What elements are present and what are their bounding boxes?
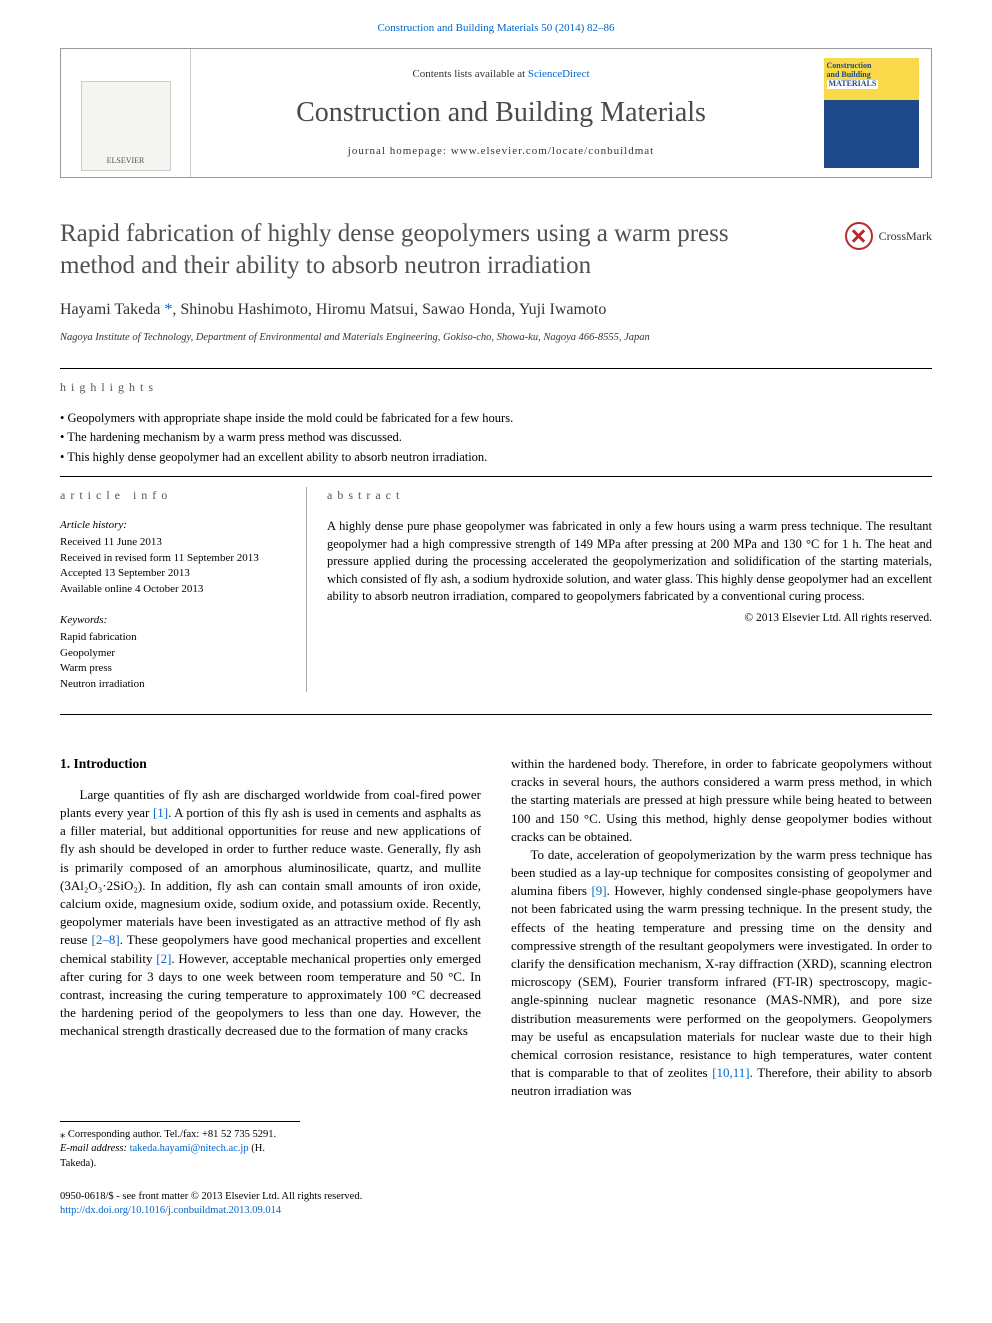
email-link[interactable]: takeda.hayami@nitech.ac.jp [130,1143,249,1154]
email-label: E-mail address: [60,1143,130,1154]
journal-cover: Construction and Building MATERIALS [824,58,919,168]
abstract-text: A highly dense pure phase geopolymer was… [327,518,932,606]
masthead-center: Contents lists available at ScienceDirec… [191,49,811,177]
intro-paragraph: within the hardened body. Therefore, in … [511,755,932,846]
body-column-left: 1. Introduction Large quantities of fly … [60,755,481,1101]
crossmark-badge[interactable]: CrossMark [845,222,932,250]
abstract-heading: abstract [327,487,932,504]
info-abstract-row: article info Article history: Received 1… [60,476,932,692]
highlight-item: This highly dense geopolymer had an exce… [60,449,932,467]
journal-cover-box: Construction and Building MATERIALS [811,49,931,177]
doi-link[interactable]: http://dx.doi.org/10.1016/j.conbuildmat.… [60,1205,281,1216]
article-info-column: article info Article history: Received 1… [60,487,270,692]
ref-link-10-11[interactable]: [10,11] [712,1065,749,1080]
history-heading: Article history: [60,518,270,533]
corresponding-note: ⁎ Corresponding author. Tel./fax: +81 52… [60,1128,300,1143]
abstract-copyright: © 2013 Elsevier Ltd. All rights reserved… [327,610,932,626]
journal-title: Construction and Building Materials [296,93,706,132]
highlight-item: Geopolymers with appropriate shape insid… [60,410,932,428]
author-corresponding: Hayami Takeda [60,301,160,318]
history-line: Received 11 June 2013 [60,535,270,550]
keyword: Rapid fabrication [60,630,270,645]
footnotes: ⁎ Corresponding author. Tel./fax: +81 52… [60,1121,300,1172]
cover-line2: and Building [827,70,871,79]
body-two-columns: 1. Introduction Large quantities of fly … [60,755,932,1101]
highlights-list: Geopolymers with appropriate shape insid… [60,410,932,467]
journal-masthead: ELSEVIER Contents lists available at Sci… [60,48,932,178]
text-run: . However, highly condensed single-phase… [511,883,932,1080]
article-info-heading: article info [60,487,270,504]
cover-line3: MATERIALS [827,80,879,89]
intro-paragraph: Large quantities of fly ash are discharg… [60,786,481,1041]
history-line: Available online 4 October 2013 [60,582,270,597]
rule-1 [60,368,932,369]
history-line: Accepted 13 September 2013 [60,566,270,581]
rule-2 [60,714,932,715]
ref-link-2-8[interactable]: [2–8] [92,932,120,947]
footer-copyright: 0950-0618/$ - see front matter © 2013 El… [60,1190,932,1205]
sciencedirect-link[interactable]: ScienceDirect [528,68,590,80]
body-column-right: within the hardened body. Therefore, in … [511,755,932,1101]
abstract-column: abstract A highly dense pure phase geopo… [306,487,932,692]
crossmark-icon [845,222,873,250]
publisher-logo-box: ELSEVIER [61,49,191,177]
journal-homepage: journal homepage: www.elsevier.com/locat… [348,144,654,159]
authors-line: Hayami Takeda *, Shinobu Hashimoto, Hiro… [60,299,932,321]
highlights-heading: highlights [60,379,932,396]
affiliation: Nagoya Institute of Technology, Departme… [60,331,932,346]
citation-link[interactable]: Construction and Building Materials 50 (… [377,22,614,34]
keywords-heading: Keywords: [60,613,270,628]
page-footer: 0950-0618/$ - see front matter © 2013 El… [60,1190,932,1219]
keyword: Geopolymer [60,646,270,661]
authors-rest: , Shinobu Hashimoto, Hiromu Matsui, Sawa… [172,301,606,318]
contents-prefix: Contents lists available at [412,68,527,80]
intro-paragraph: To date, acceleration of geopolymerizati… [511,846,932,1101]
crossmark-label: CrossMark [879,228,932,245]
highlight-item: The hardening mechanism by a warm press … [60,429,932,447]
elsevier-logo: ELSEVIER [81,81,171,171]
keyword: Warm press [60,661,270,676]
history-line: Received in revised form 11 September 20… [60,551,270,566]
cover-line1: Construction [827,61,872,70]
keyword: Neutron irradiation [60,677,270,692]
citation-header: Construction and Building Materials 50 (… [0,0,992,48]
contents-line: Contents lists available at ScienceDirec… [412,67,589,82]
intro-heading: 1. Introduction [60,755,481,774]
ref-link-9[interactable]: [9] [591,883,606,898]
ref-link-1[interactable]: [1] [153,805,168,820]
title-block: CrossMark Rapid fabrication of highly de… [60,218,932,281]
article-title: Rapid fabrication of highly dense geopol… [60,218,932,281]
text-run: . A portion of this fly ash is used in c… [60,805,481,947]
email-line: E-mail address: takeda.hayami@nitech.ac.… [60,1142,300,1171]
publisher-name: ELSEVIER [107,155,145,166]
ref-link-2[interactable]: [2] [156,951,171,966]
